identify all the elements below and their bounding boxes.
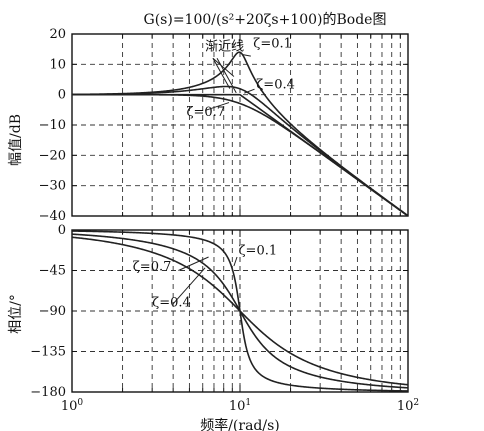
annotation-pointer — [212, 57, 235, 77]
phase-panel: 0 −45 −90 −135 −180 ζ=0.1 ζ=0.7 ζ=0.4 — [30, 223, 409, 400]
phase-y-tick-label: −90 — [39, 304, 66, 319]
annotation-pointer — [212, 58, 231, 89]
annotation-pointer — [178, 256, 209, 271]
magnitude-series-0.7 — [72, 93, 408, 216]
magnitude-y-tick-label: 0 — [58, 88, 66, 103]
annotation-pointer — [216, 58, 237, 94]
annotation-pointer — [204, 102, 230, 111]
magnitude-panel: 20 10 0 −10 −20 −30 −40 渐近线 ζ=0.1 ζ=0.4 ζ=0.7 — [39, 27, 409, 224]
magnitude-frame — [71, 33, 409, 217]
magnitude-y-tick-label: −20 — [39, 148, 66, 163]
phase-y-tick-label: −135 — [30, 345, 66, 360]
magnitude-annotation: ζ=0.4 — [256, 78, 295, 93]
magnitude-annotation: ζ=0.7 — [186, 105, 225, 120]
magnitude-y-axis-label: 幅值/dB — [8, 114, 24, 166]
phase-annotation: ζ=0.1 — [239, 243, 278, 258]
x-tick-label: 100 — [61, 398, 84, 414]
magnitude-y-tick-label: −10 — [39, 118, 66, 133]
phase-y-axis-label: 相位/° — [8, 294, 24, 334]
x-tick-label: 101 — [229, 398, 251, 414]
magnitude-curves — [72, 51, 408, 216]
x-tick-label: 102 — [397, 398, 419, 414]
chart-title: G(s)=100/(s²+20ζs+100)的Bode图 — [144, 12, 387, 28]
phase-annotation: ζ=0.7 — [133, 260, 172, 275]
annotation-pointer — [244, 88, 255, 94]
phase-annotation: ζ=0.4 — [152, 296, 191, 311]
magnitude-y-tick-label: −30 — [39, 179, 66, 194]
phase-y-tick-label: −180 — [30, 385, 66, 400]
phase-frame — [71, 229, 409, 393]
annotation-pointer — [233, 256, 238, 267]
phase-curves — [72, 230, 408, 392]
annotation-pointer — [242, 54, 251, 57]
phase-y-tick-label: −45 — [39, 264, 66, 279]
annotation-pointer — [172, 267, 206, 305]
magnitude-y-tick-label: 20 — [49, 27, 66, 42]
magnitude-annotation: 渐近线 — [205, 40, 244, 55]
phase-series-0.7 — [72, 236, 408, 386]
magnitude-y-tick-label: 10 — [49, 57, 66, 72]
phase-y-tick-label: 0 — [58, 223, 66, 238]
magnitude-annotation: ζ=0.1 — [253, 37, 292, 52]
x-tick-labels: 100 101 102 — [61, 398, 419, 414]
magnitude-y-tick-label: −40 — [39, 209, 66, 224]
x-axis-label: 频率/(rad/s) — [200, 417, 280, 431]
